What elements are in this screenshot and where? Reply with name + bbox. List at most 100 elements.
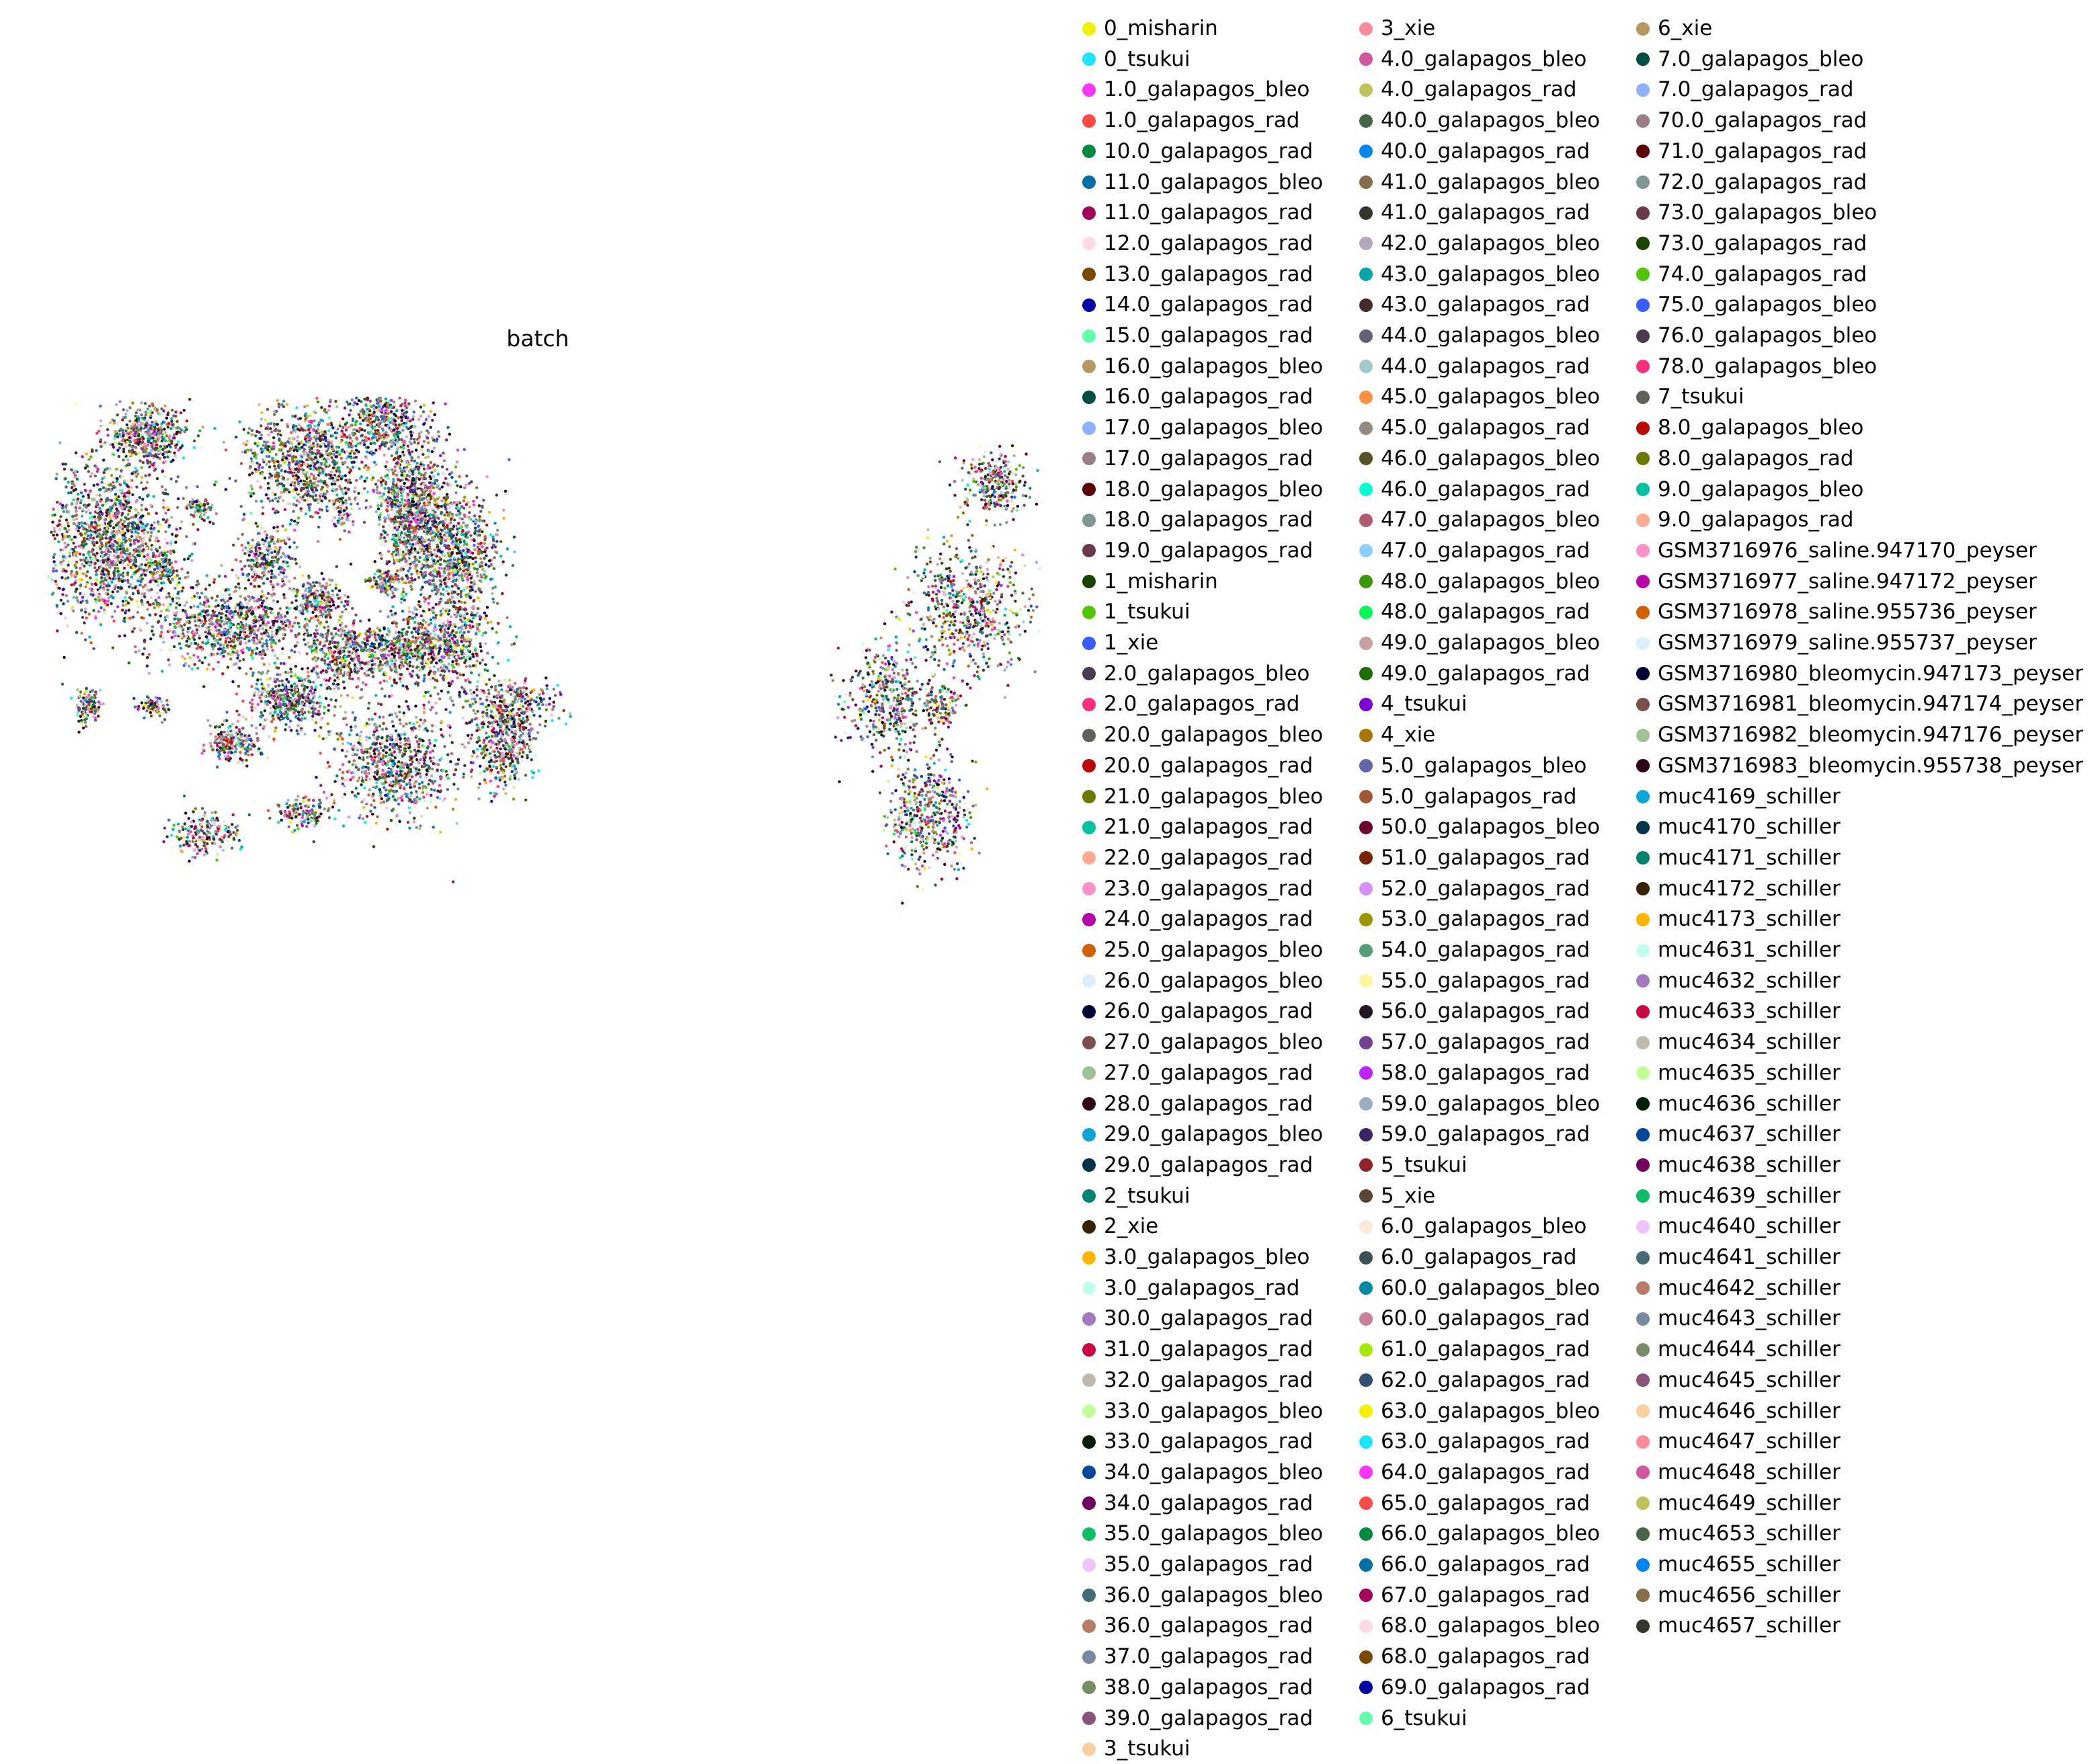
scatter-point (196, 595, 200, 599)
scatter-point (301, 495, 305, 499)
scatter-point (54, 477, 58, 481)
scatter-point (348, 413, 351, 417)
scatter-point (270, 405, 274, 409)
scatter-point (300, 603, 303, 606)
scatter-point (99, 438, 103, 442)
scatter-point (376, 485, 379, 489)
scatter-point (210, 596, 214, 600)
scatter-point (266, 487, 270, 490)
scatter-point (114, 493, 118, 496)
scatter-point (296, 435, 299, 439)
scatter-point (141, 497, 145, 501)
scatter-point (285, 403, 288, 406)
scatter-point (321, 600, 325, 604)
scatter-point (239, 608, 243, 612)
scatter-point (278, 438, 281, 442)
scatter-point (155, 603, 159, 606)
scatter-point (365, 476, 368, 480)
scatter-point (115, 403, 118, 407)
scatter-point (316, 501, 320, 505)
scatter-point (153, 432, 157, 436)
scatter-point (97, 556, 100, 560)
scatter-point (308, 476, 311, 479)
scatter-point (104, 545, 108, 548)
scatter-point (387, 416, 390, 420)
scatter-point (183, 558, 186, 561)
scatter-point (83, 537, 86, 540)
scatter-point (122, 458, 125, 462)
scatter-point (138, 627, 142, 631)
scatter-point (122, 448, 126, 451)
scatter-point (243, 633, 246, 636)
scatter-point (111, 518, 115, 521)
scatter-point (72, 518, 76, 521)
scatter-point (271, 499, 274, 502)
scatter-point (255, 682, 259, 686)
scatter-point (126, 547, 129, 551)
scatter-point (298, 484, 301, 487)
scatter-point (76, 497, 79, 501)
scatter-point (161, 469, 165, 473)
scatter-point (143, 647, 146, 650)
scatter-point (337, 475, 341, 478)
scatter-point (120, 551, 123, 555)
scatter-point (83, 489, 87, 492)
scatter-point (253, 647, 257, 651)
scatter-point (95, 541, 99, 545)
scatter-point (140, 603, 144, 606)
scatter-point (296, 519, 300, 522)
scatter-point (290, 649, 294, 652)
scatter-point (73, 552, 77, 556)
scatter-point (325, 596, 329, 599)
scatter-point (135, 569, 138, 573)
scatter-point (292, 496, 296, 499)
scatter-point (279, 662, 283, 666)
scatter-point (202, 685, 206, 688)
scatter-point (347, 443, 350, 446)
scatter-point (219, 594, 223, 597)
scatter-point (99, 623, 103, 627)
scatter-point (75, 502, 79, 506)
scatter-point (62, 559, 65, 563)
scatter-point (329, 616, 332, 619)
scatter-point (191, 586, 195, 590)
scatter-point (87, 612, 91, 616)
scatter-point (329, 473, 333, 477)
scatter-point (90, 589, 93, 592)
scatter-point (316, 428, 320, 432)
scatter-point (179, 428, 184, 432)
scatter-point (183, 657, 187, 660)
scatter-point (282, 571, 286, 575)
scatter-point (56, 629, 59, 633)
scatter-point (132, 433, 135, 436)
scatter-point (276, 479, 280, 483)
scatter-point (117, 499, 120, 502)
scatter-point (290, 674, 293, 678)
scatter-point (221, 672, 225, 676)
scatter-point (165, 596, 169, 599)
scatter-point (282, 483, 285, 487)
scatter-point (137, 419, 140, 423)
scatter-point (360, 434, 363, 438)
scatter-point (248, 627, 252, 630)
scatter-point (326, 457, 329, 461)
scatter-point (175, 443, 179, 446)
scatter-point (141, 440, 145, 444)
scatter-point (72, 547, 75, 551)
scatter-point (284, 624, 288, 627)
scatter-point (236, 656, 239, 659)
scatter-point (214, 608, 217, 612)
scatter-point (323, 490, 327, 493)
scatter-point (259, 678, 263, 681)
scatter-point (265, 536, 268, 540)
scatter-point (290, 729, 293, 732)
scatter-point (341, 461, 344, 465)
scatter-point (68, 551, 72, 555)
scatter-point (318, 471, 321, 475)
scatter-point (339, 694, 343, 697)
scatter-point (401, 428, 405, 432)
scatter-point (378, 405, 381, 408)
scatter-point (68, 536, 72, 540)
scatter-point (94, 505, 98, 509)
scatter-point (247, 541, 250, 545)
